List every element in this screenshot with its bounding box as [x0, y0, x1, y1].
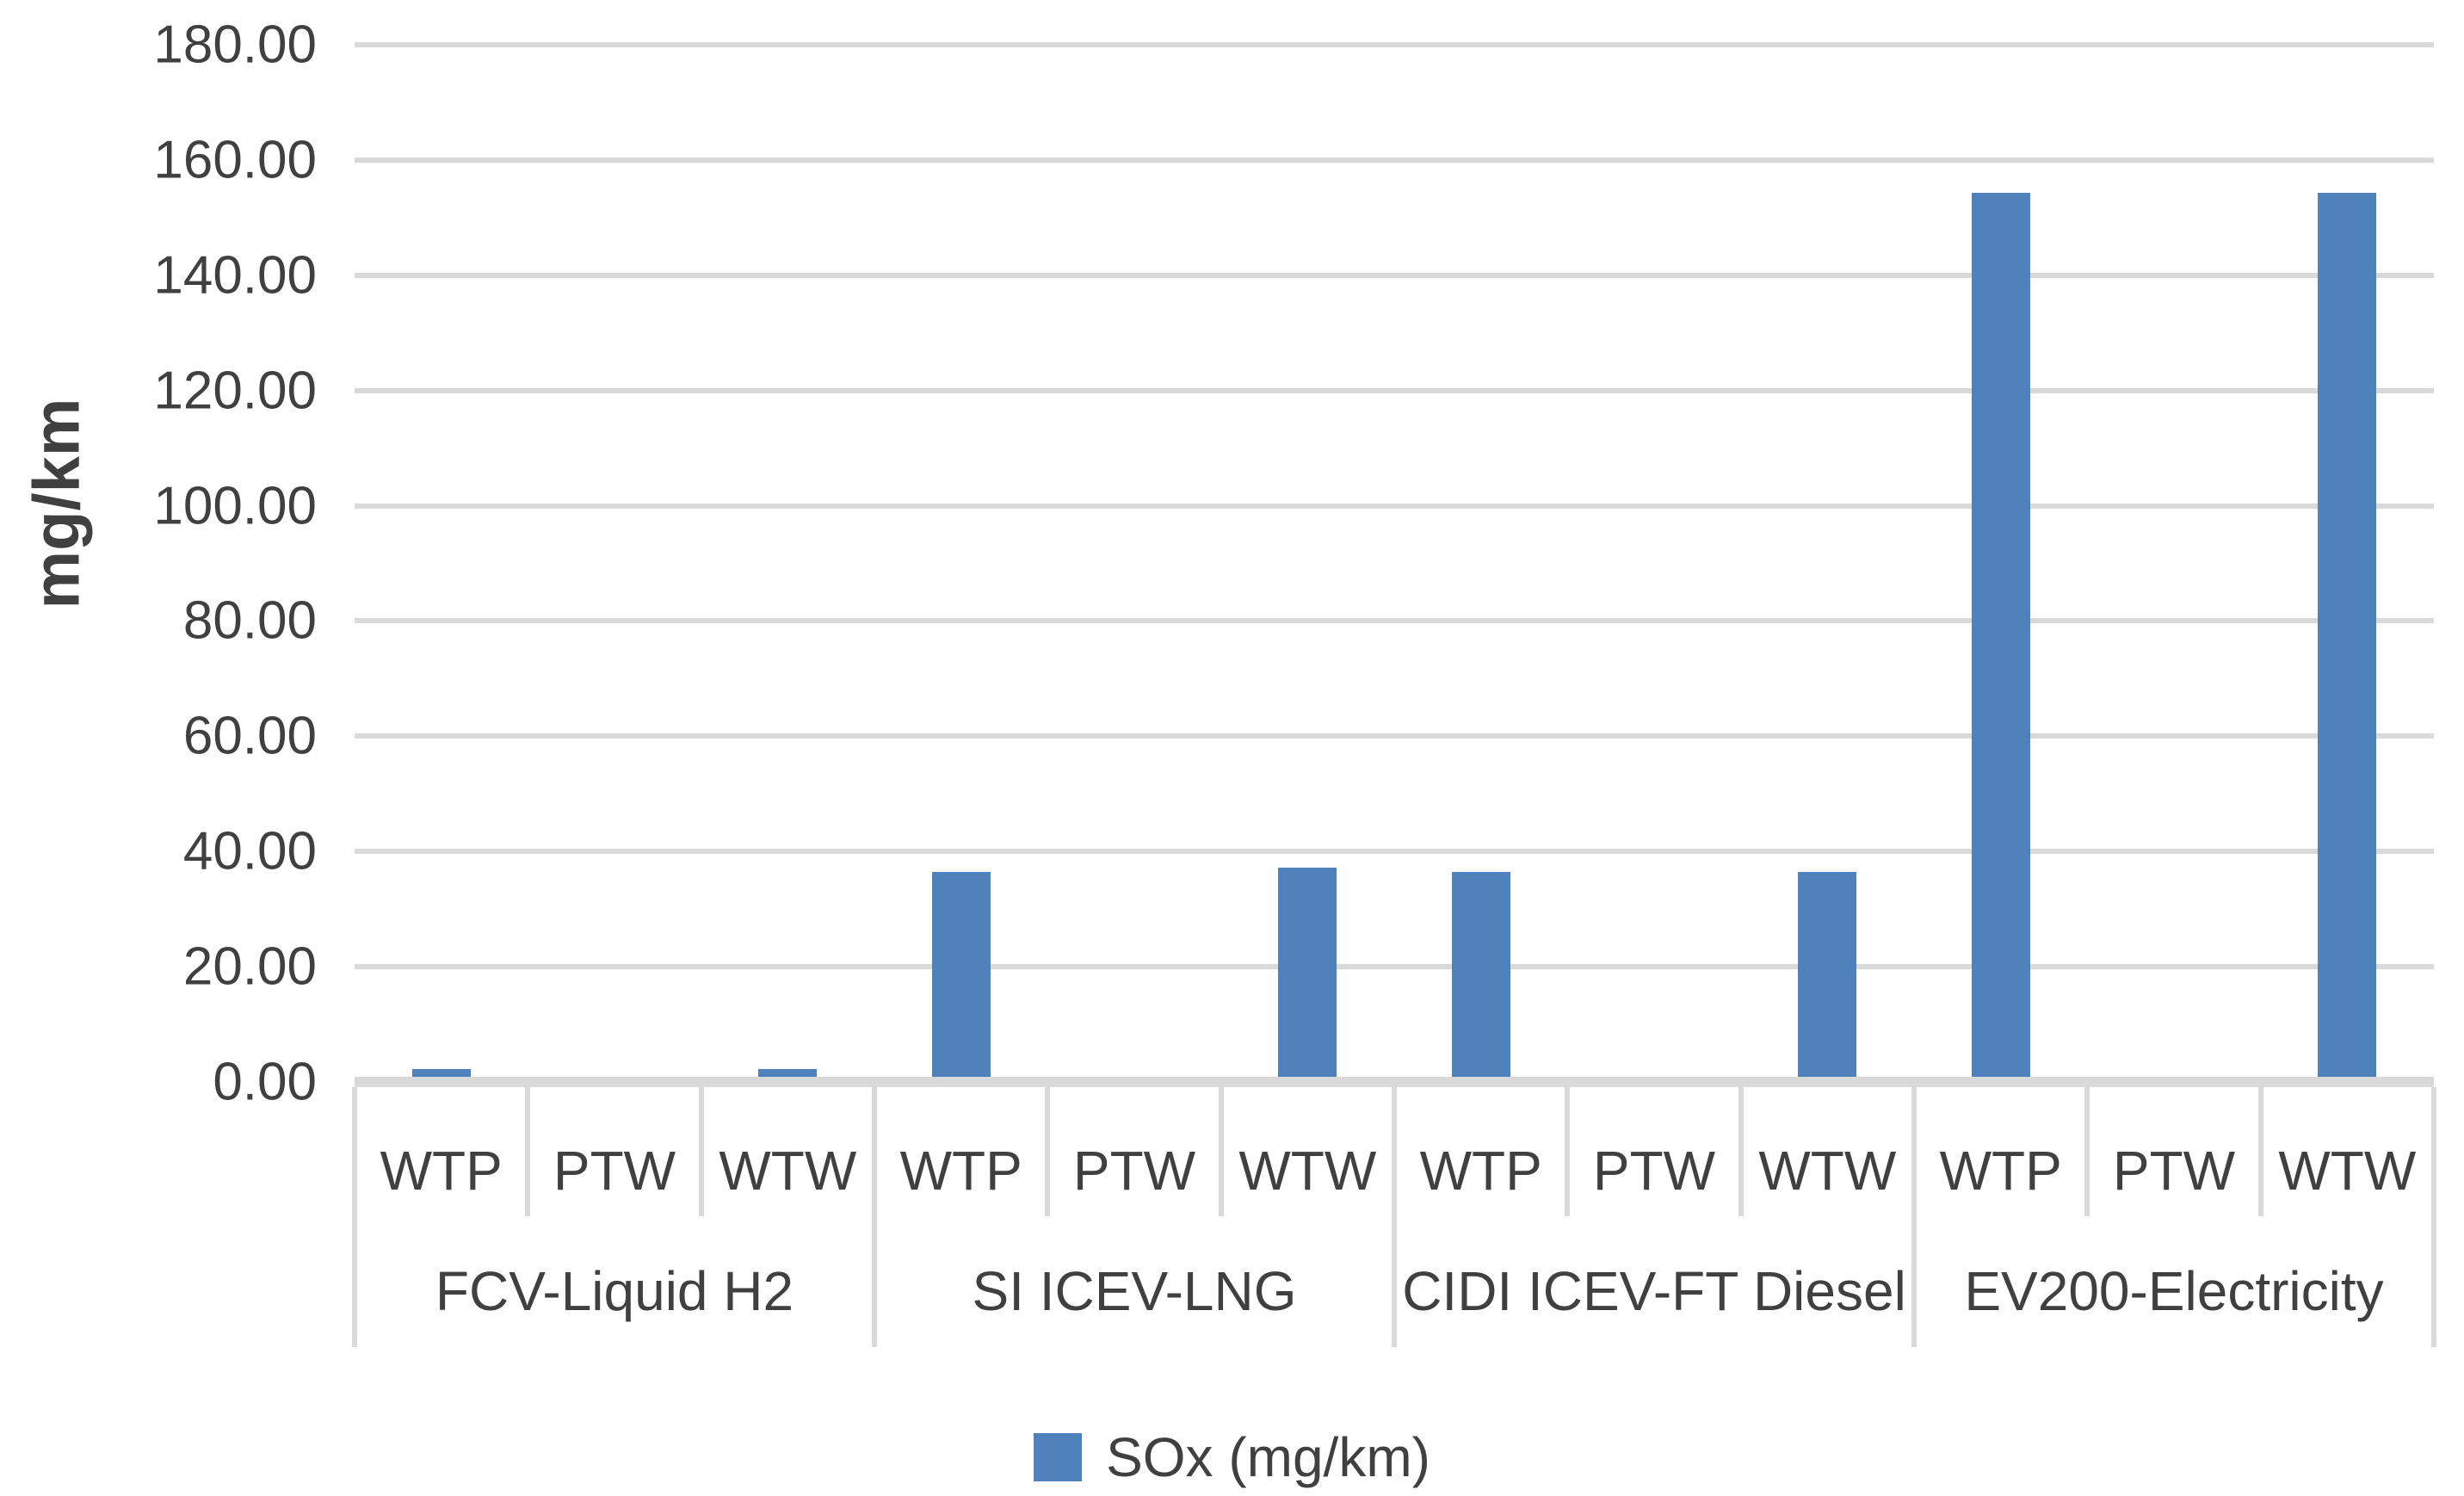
y-tick-label: 80.00 — [182, 590, 317, 651]
y-tick-label: 180.00 — [153, 15, 317, 75]
category-label: PTW — [2112, 1140, 2236, 1202]
gridline — [355, 849, 2434, 855]
y-tick-label: 40.00 — [182, 821, 317, 881]
y-tick-label: 20.00 — [182, 937, 317, 997]
legend-label: SOx (mg/km) — [1106, 1426, 1430, 1488]
bar-SI-ICEV-LNG-WTW — [1278, 867, 1337, 1082]
group-divider-line — [2431, 1087, 2436, 1347]
gridline — [355, 387, 2434, 393]
category-divider-line — [525, 1087, 531, 1216]
x-axis-line — [355, 1077, 2434, 1087]
gridline — [355, 503, 2434, 509]
category-label: WTW — [1758, 1140, 1897, 1202]
group-label: SI ICEV-LNG — [972, 1260, 1297, 1322]
category-divider-line — [1218, 1087, 1224, 1216]
category-label: PTW — [553, 1140, 676, 1202]
y-tick-label: 100.00 — [153, 476, 317, 536]
group-divider-line — [1911, 1087, 1917, 1347]
bar-SI-ICEV-LNG-WTP — [931, 871, 991, 1082]
category-label: PTW — [1072, 1140, 1196, 1202]
group-label: EV200-Electricity — [1964, 1260, 2384, 1322]
category-label: WTW — [2278, 1140, 2417, 1202]
category-divider-line — [1565, 1087, 1571, 1216]
category-label: WTP — [1419, 1140, 1542, 1202]
y-tick-label: 140.00 — [153, 245, 317, 306]
gridline — [355, 42, 2434, 47]
legend: SOx (mg/km) — [0, 1419, 2464, 1496]
gridline — [355, 618, 2434, 624]
bar-CIDI-ICEV-FT-Diesel-WTP — [1451, 871, 1510, 1082]
bar-CIDI-ICEV-FT-Diesel-WTW — [1798, 871, 1857, 1082]
bar-EV200-Electricity-WTW — [2318, 193, 2377, 1082]
category-label: WTW — [719, 1140, 857, 1202]
category-label: WTP — [1939, 1140, 2062, 1202]
category-divider-line — [1738, 1087, 1744, 1216]
group-label: FCV-Liquid H2 — [435, 1260, 794, 1322]
gridline — [355, 272, 2434, 278]
category-label: WTP — [899, 1140, 1022, 1202]
category-divider-line — [698, 1087, 704, 1216]
category-label: WTW — [1238, 1140, 1377, 1202]
bar-EV200-Electricity-WTP — [1971, 193, 2030, 1082]
category-label: WTP — [380, 1140, 503, 1202]
gridline — [355, 964, 2434, 970]
category-label: PTW — [1592, 1140, 1716, 1202]
category-divider-line — [2084, 1087, 2090, 1216]
gridline — [355, 157, 2434, 163]
category-divider-line — [2257, 1087, 2263, 1216]
y-tick-label: 60.00 — [182, 706, 317, 766]
category-divider-line — [1045, 1087, 1051, 1216]
legend-swatch-icon — [1034, 1433, 1083, 1481]
y-tick-label: 0.00 — [213, 1052, 317, 1112]
y-tick-label: 120.00 — [153, 361, 317, 421]
y-tick-label: 160.00 — [153, 130, 317, 190]
group-divider-line — [352, 1087, 357, 1347]
group-divider-line — [1392, 1087, 1397, 1347]
group-divider-line — [872, 1087, 877, 1347]
gridline — [355, 733, 2434, 739]
group-label: CIDI ICEV-FT Diesel — [1402, 1260, 1906, 1322]
